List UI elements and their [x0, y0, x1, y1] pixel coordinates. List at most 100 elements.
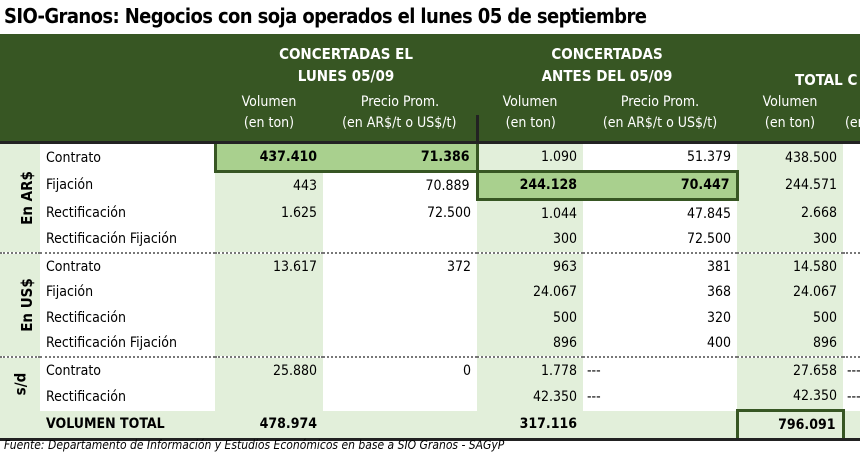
cell-x — [843, 200, 860, 227]
cell-x — [843, 143, 860, 172]
table-row: En AR$ Contrato 437.410 71.386 1.090 51.379 43… — [0, 141, 860, 253]
total-row: VOLUMEN TOTAL 478.974 317.116 796.091 — [0, 409, 860, 441]
cell-label: Fijación — [40, 171, 215, 200]
cell-label: Contrato — [40, 356, 215, 384]
cell-x: --- — [843, 356, 860, 384]
cell-p2: 72.500 — [686, 231, 732, 248]
cell-v1 — [215, 226, 323, 253]
col-last-partial: (en — [843, 115, 860, 144]
cell-x — [843, 280, 860, 306]
col-price2: Precio Prom. — [583, 89, 738, 115]
group-label: s/d — [0, 356, 40, 411]
cell-label: Fijación — [40, 279, 215, 305]
cell-x — [843, 171, 860, 200]
cell-p1: 72.500 — [426, 205, 472, 221]
cell-label: Rectificación — [40, 383, 215, 411]
col-vol2-unit: (en ton) — [477, 115, 584, 144]
group1-header-line2: LUNES 05/09 — [215, 63, 478, 89]
cell-label: Contrato — [40, 142, 215, 171]
cell-v3: 244.571 — [737, 171, 844, 200]
col-vol1: Volumen — [215, 89, 323, 115]
cell-v3: 24.067 — [737, 279, 844, 305]
total-blank-p1 — [323, 410, 478, 441]
cell-p1 — [323, 227, 477, 254]
cell-v2: 500 — [477, 305, 584, 331]
cell-p1 — [323, 305, 477, 331]
cell-v2: 300 — [477, 226, 584, 253]
total-label: VOLUMEN TOTAL — [40, 410, 215, 441]
page-title: SIO-Granos: Negocios con soja operados e… — [4, 4, 647, 28]
group-label: En AR$ — [0, 142, 40, 253]
cell-x — [843, 331, 860, 358]
table-row: Rectificación 500 320 500 — [0, 305, 860, 331]
cell-label: Contrato — [40, 252, 215, 280]
total-blank-last — [843, 410, 860, 441]
group-label-text: En US$ — [17, 278, 36, 332]
cell-v1: 437.410 — [213, 141, 323, 173]
table-row: Rectificación Fijación 300 72.500 300 — [0, 226, 860, 254]
cell-label: Rectificación Fijación — [40, 226, 215, 253]
cell-v3: 42.350 — [737, 383, 844, 411]
col-vol3: Volumen — [737, 89, 844, 115]
col-vol1-unit: (en ton) — [215, 115, 323, 144]
col-vol3-unit: (en ton) — [737, 115, 844, 144]
cell-x: --- — [847, 389, 860, 405]
table-row: Rectificación 42.350 --- 42.350 --- — [0, 383, 860, 411]
cell-p1: 70.889 — [425, 178, 470, 194]
cell-x — [843, 305, 860, 331]
cell-p2: 381 — [583, 252, 738, 280]
cell-v1: 443 — [215, 171, 323, 200]
col-price1-unit: (en AR$/t o US$/t) — [323, 115, 479, 144]
cell-v3: 300 — [737, 226, 844, 253]
cell-v2: 1.778 — [477, 356, 584, 384]
total-vol2: 317.116 — [477, 410, 584, 441]
source-note: Fuente: Departamento de Información y Es… — [4, 438, 505, 452]
group-label-text: En AR$ — [17, 171, 36, 225]
cell-v3: 14.580 — [737, 252, 844, 280]
cell-p1: 71.386 — [323, 141, 479, 173]
total-blank-p2 — [583, 410, 738, 441]
cell-label: Rectificación — [40, 305, 215, 331]
col-price1: Precio Prom. — [323, 89, 478, 115]
cell-v2: 896 — [477, 330, 584, 357]
cell-p1: 0 — [323, 356, 478, 384]
cell-p2: 400 — [706, 335, 732, 352]
cell-v2: 24.067 — [477, 279, 584, 305]
cell-x — [843, 227, 860, 254]
group-label-text: s/d — [11, 372, 29, 396]
cell-v2: 42.350 — [477, 383, 584, 411]
cell-v2: 1.090 — [477, 142, 584, 171]
cell-p2: 47.845 — [686, 205, 732, 222]
cell-p1 — [323, 280, 477, 306]
cell-v2: 963 — [477, 252, 584, 280]
cell-v1: 13.617 — [215, 252, 323, 280]
cell-v2: 244.128 — [475, 169, 584, 201]
col-price2-unit: (en AR$/t o US$/t) — [583, 115, 738, 144]
cell-v1 — [215, 305, 323, 331]
cell-p2: 320 — [706, 309, 732, 326]
cell-v3: 500 — [737, 305, 844, 331]
cell-label: Rectificación Fijación — [40, 330, 215, 357]
cell-p1: 372 — [323, 252, 478, 280]
cell-v1 — [215, 279, 323, 305]
table-row: Fijación 443 70.889 244.128 70.447 244.571 — [0, 169, 860, 201]
cell-p2: 70.447 — [583, 169, 739, 201]
table-row: Fijación 24.067 368 24.067 — [0, 279, 860, 306]
total-blank — [0, 410, 40, 441]
group1-header: CONCERTADAS EL — [215, 34, 478, 63]
cell-v3: 27.658 — [737, 356, 844, 384]
group2-header: CONCERTADAS — [477, 34, 738, 63]
cell-x — [843, 252, 860, 280]
cell-v3: 896 — [737, 330, 844, 357]
table-row: En US$ Contrato 13.617 372 963 381 14.580 — [0, 252, 860, 357]
cell-v3: 438.500 — [737, 142, 844, 171]
cell-v1 — [215, 383, 323, 411]
group3-header: TOTAL C — [737, 34, 860, 89]
header-blank — [0, 34, 215, 89]
total-vol3: 796.091 — [735, 409, 845, 441]
cell-v1: 1.625 — [215, 199, 323, 227]
cell-v2: 1.044 — [477, 199, 584, 227]
cell-p2: --- — [587, 389, 601, 405]
cell-p1 — [323, 331, 477, 358]
cell-label: Rectificación — [40, 199, 215, 227]
